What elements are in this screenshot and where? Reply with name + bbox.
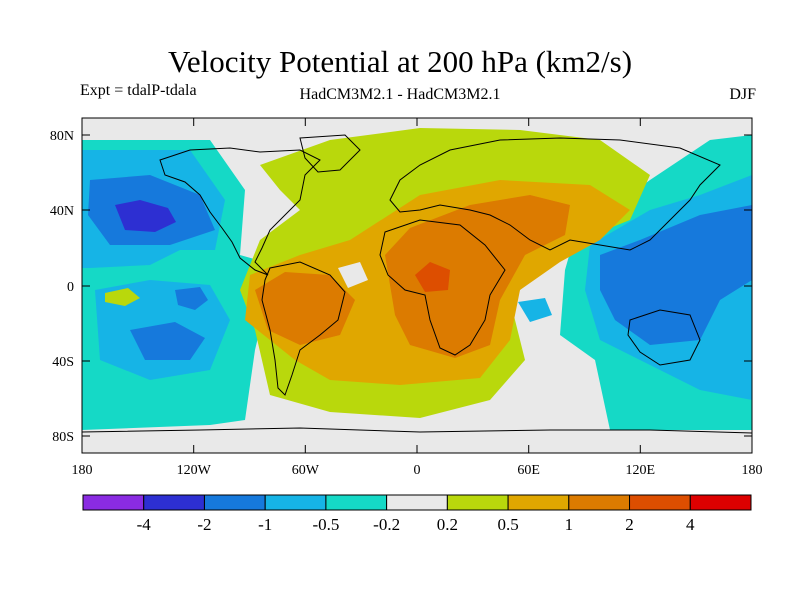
legend-swatch [143,494,205,511]
eurasia-coast [389,137,721,251]
velocity-potential-field [82,118,752,453]
lat-label: 40N [50,204,74,219]
color-legend: -4 -2 -1 -0.5 -0.2 0.2 0.5 1 2 4 [82,494,752,534]
experiment-label: Expt = tdalP-tdala [80,82,197,99]
africa-max [415,262,450,292]
legend-label: -1 [258,515,272,534]
west-pacific-deep [600,205,752,345]
legend-swatch [507,494,570,511]
legend-label: -0.2 [373,515,400,534]
lat-label: 80N [50,129,74,144]
atlantic-gap [338,262,368,288]
africa-coast [379,219,506,356]
legend-label: 0.2 [437,515,458,534]
legend-swatch [689,494,752,511]
legend-label: -2 [197,515,211,534]
coastlines [82,134,752,434]
south-america-coast [261,261,346,396]
lat-labels: 80N 40N 0 40S 80S [50,129,74,445]
lon-ticks [81,118,753,453]
legend-swatch [264,494,327,511]
lon-label: 180 [742,463,763,478]
legend-swatch [203,494,266,511]
greenland-coast [299,134,361,173]
legend-label: -4 [137,515,152,534]
pacific-south-deep [130,322,205,360]
lon-labels: 180 120W 60W 0 60E 120E 180 [72,463,763,478]
lon-label: 60W [292,463,320,478]
lon-label: 0 [414,463,421,478]
legend-swatch [386,494,448,511]
antarctica-coast [82,427,752,434]
legend-swatch [82,494,145,511]
australia-coast [627,309,701,366]
legend-label: 2 [625,515,634,534]
lon-label: 60E [517,463,540,478]
model-label: HadCM3M2.1 - HadCM3M2.1 [299,86,501,103]
legend-swatch [629,494,691,511]
chart-title: Velocity Potential at 200 hPa (km2/s) [167,44,633,79]
pacific-midlat-min [115,200,176,232]
legend-swatch [568,494,631,511]
lat-label: 0 [67,280,74,295]
lon-label: 120W [177,463,212,478]
season-label: DJF [729,86,756,103]
legend-swatch [446,494,509,511]
lon-label: 120E [626,463,656,478]
north-america-coast [159,147,321,276]
legend-label: -0.5 [312,515,339,534]
lat-label: 80S [52,430,74,445]
lon-label: 180 [72,463,93,478]
pacific-tropical-blob [175,287,208,310]
lat-label: 40S [52,355,74,370]
legend-swatch [325,494,388,511]
pacific-center-green [105,288,140,306]
legend-label: 0.5 [497,515,518,534]
legend-label: 4 [686,515,695,534]
lat-ticks [82,134,752,437]
west-pacific-blob [518,298,552,322]
legend-label: 1 [565,515,574,534]
